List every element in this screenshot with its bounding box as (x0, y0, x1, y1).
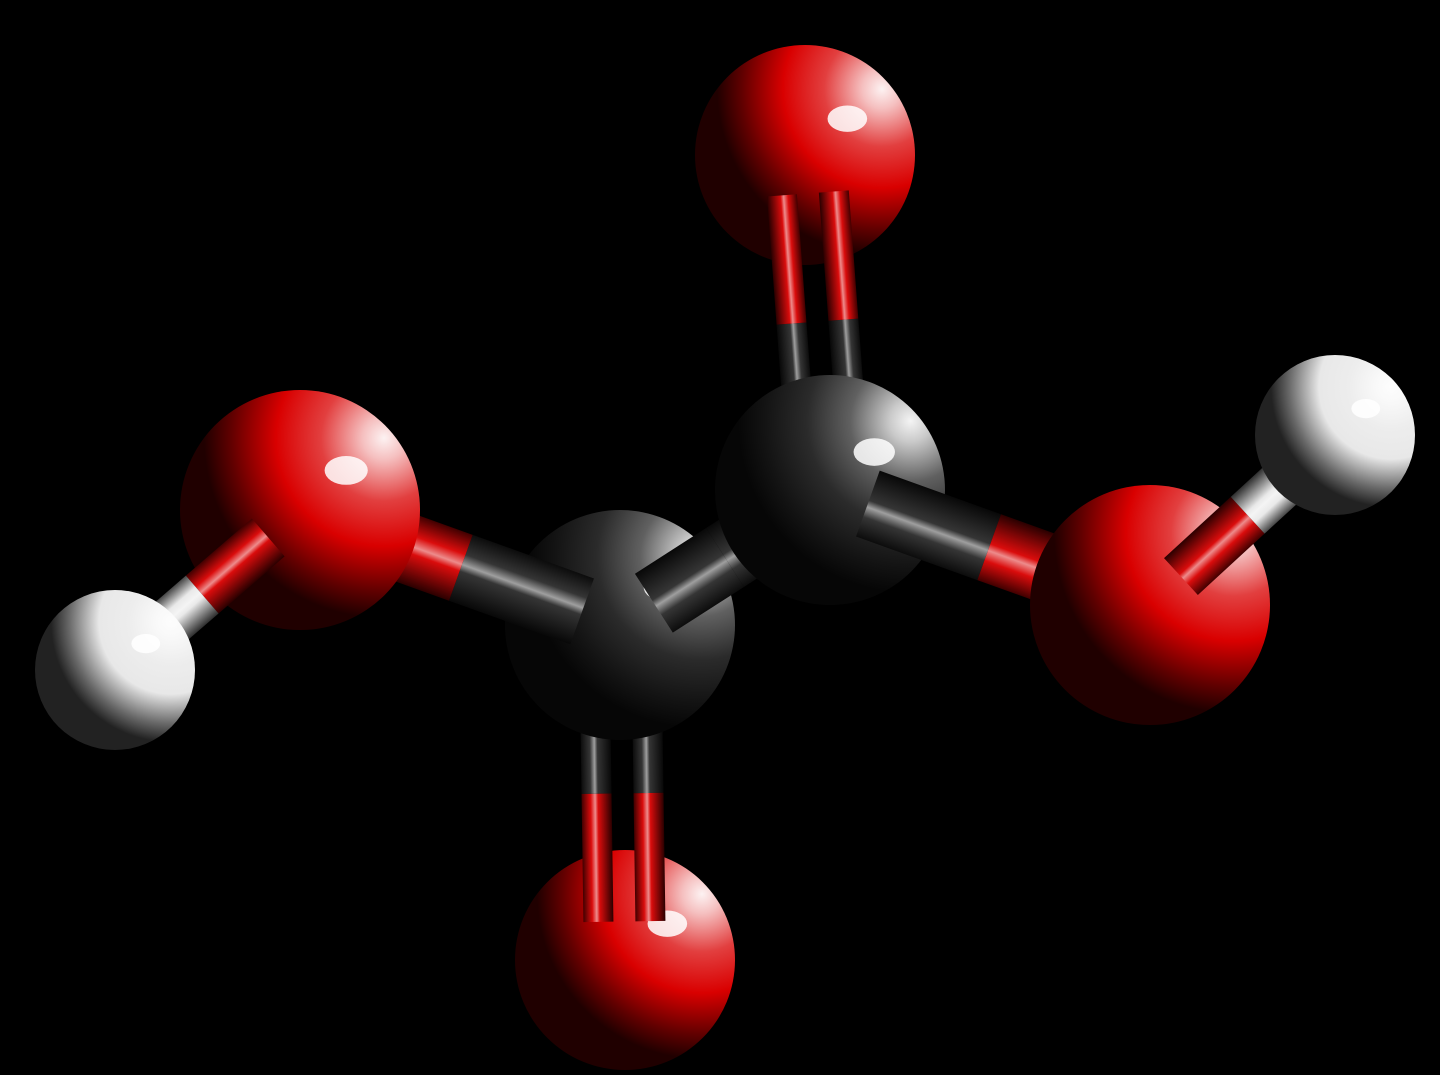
specular-highlight (131, 634, 160, 653)
atom-hydrogen (35, 590, 195, 750)
atom-hydrogen (1255, 355, 1415, 515)
molecule-svg (0, 0, 1440, 1075)
atom-oxygen (515, 850, 735, 1070)
atom-oxygen (695, 45, 915, 265)
bond-segment (582, 794, 614, 923)
specular-highlight (854, 438, 895, 466)
specular-highlight (325, 456, 368, 485)
specular-highlight (1351, 399, 1380, 418)
bond-segment (634, 793, 666, 922)
specular-highlight (828, 106, 868, 132)
molecule-diagram (0, 0, 1440, 1075)
